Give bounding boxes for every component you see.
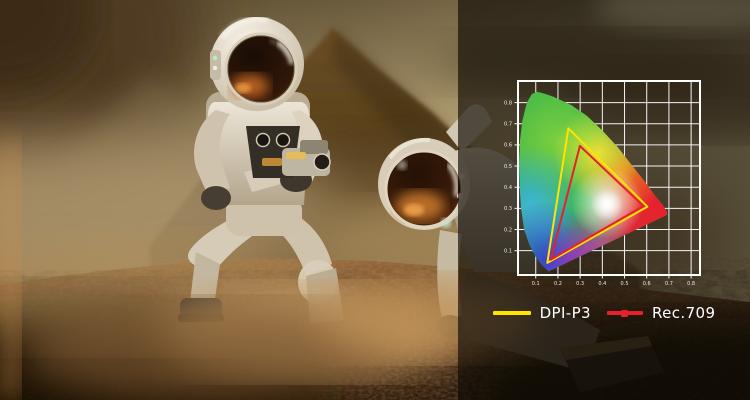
y-tick-label: 0.5 [504, 164, 512, 170]
axis-tick-labels: 0.1 0.2 0.3 0.4 0.5 0.6 0.7 0.8 0.8 0.7 0.6 0.5 0.4 0… [504, 100, 695, 287]
x-tick-label: 0.6 [643, 281, 651, 287]
dpi-p3-label: DPI-P3 [539, 303, 591, 322]
y-tick-label: 0.2 [504, 227, 512, 233]
rec709-line-swatch [606, 309, 643, 317]
y-tick-label: 0.4 [504, 185, 512, 191]
legend-item-rec709: Rec.709 [606, 303, 716, 322]
gamut-triangles [546, 127, 649, 264]
y-tick-label: 0.1 [504, 248, 512, 254]
gamut-triangle-rec-709 [549, 144, 645, 261]
x-tick-label: 0.4 [598, 281, 606, 287]
x-tick-label: 0.8 [687, 281, 695, 287]
astronaut-right-helmet [378, 137, 470, 230]
x-tick-label: 0.5 [621, 281, 629, 287]
dpi-p3-line-swatch [492, 311, 531, 315]
chromaticity-chart: 0.1 0.2 0.3 0.4 0.5 0.6 0.7 0.8 0.8 0.7 0.6 0.5 0.4 0… [504, 80, 701, 287]
chart-legend: DPI-P3 Rec.709 [458, 302, 750, 324]
legend-item-dpi-p3: DPI-P3 [492, 303, 591, 322]
y-tick-label: 0.6 [504, 143, 512, 149]
handheld-camera [282, 140, 331, 176]
x-tick-label: 0.1 [532, 281, 540, 287]
rec709-dot-marker [621, 309, 629, 317]
cie-horseshoe [519, 91, 668, 272]
rec709-label: Rec.709 [651, 303, 716, 322]
gamut-triangle-dpi-p3 [546, 127, 649, 264]
x-tick-label: 0.3 [576, 281, 584, 287]
y-tick-label: 0.8 [504, 100, 512, 106]
y-tick-label: 0.3 [504, 206, 512, 212]
astronaut-left-helmet [210, 16, 304, 111]
y-tick-label: 0.7 [504, 122, 512, 128]
x-tick-label: 0.7 [665, 281, 673, 287]
chart-border [517, 80, 701, 276]
x-tick-label: 0.2 [554, 281, 562, 287]
